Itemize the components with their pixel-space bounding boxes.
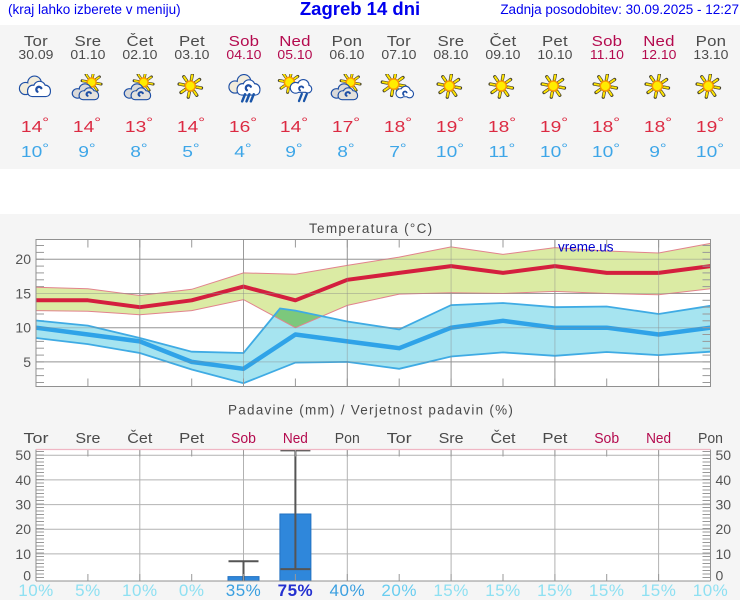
svg-text:10%: 10% bbox=[122, 581, 158, 600]
svg-text:Padavine (mm) / Verjetnost pad: Padavine (mm) / Verjetnost padavin (%) bbox=[228, 403, 514, 418]
svg-text:15%: 15% bbox=[537, 581, 573, 600]
svg-text:Tor: Tor bbox=[387, 430, 412, 447]
svg-text:10: 10 bbox=[716, 546, 732, 562]
svg-text:40: 40 bbox=[716, 472, 732, 488]
svg-text:5%: 5% bbox=[75, 581, 101, 600]
svg-text:Pon: Pon bbox=[335, 430, 360, 447]
svg-text:10: 10 bbox=[15, 320, 31, 336]
svg-text:20: 20 bbox=[15, 521, 31, 537]
svg-text:vreme.us: vreme.us bbox=[558, 240, 614, 255]
svg-text:Čet: Čet bbox=[491, 430, 517, 447]
svg-text:15%: 15% bbox=[485, 581, 521, 600]
svg-text:40: 40 bbox=[15, 472, 31, 488]
svg-text:50: 50 bbox=[15, 447, 31, 463]
svg-text:0: 0 bbox=[716, 568, 724, 584]
svg-text:75%: 75% bbox=[278, 581, 314, 600]
svg-text:Temperatura (°C): Temperatura (°C) bbox=[309, 221, 433, 236]
svg-text:Pet: Pet bbox=[542, 430, 568, 447]
svg-text:35%: 35% bbox=[226, 581, 262, 600]
svg-text:Ned: Ned bbox=[646, 430, 671, 447]
svg-text:Tor: Tor bbox=[24, 430, 49, 447]
svg-text:10%: 10% bbox=[693, 581, 729, 600]
svg-text:Sre: Sre bbox=[439, 430, 464, 447]
svg-text:Sob: Sob bbox=[594, 430, 619, 447]
svg-text:15%: 15% bbox=[641, 581, 677, 600]
svg-text:0: 0 bbox=[23, 568, 31, 584]
svg-text:Sre: Sre bbox=[75, 430, 100, 447]
svg-text:15: 15 bbox=[15, 286, 31, 302]
svg-text:50: 50 bbox=[716, 447, 732, 463]
svg-text:40%: 40% bbox=[330, 581, 366, 600]
svg-text:Pet: Pet bbox=[179, 430, 205, 447]
svg-text:Pon: Pon bbox=[698, 430, 723, 447]
svg-text:30: 30 bbox=[15, 497, 31, 513]
svg-text:20: 20 bbox=[716, 521, 732, 537]
svg-text:20%: 20% bbox=[381, 581, 417, 600]
svg-text:15%: 15% bbox=[589, 581, 625, 600]
svg-text:Ned: Ned bbox=[283, 430, 308, 447]
svg-text:10%: 10% bbox=[18, 581, 54, 600]
svg-text:10: 10 bbox=[15, 546, 31, 562]
svg-text:Čet: Čet bbox=[127, 430, 153, 447]
svg-text:15%: 15% bbox=[433, 581, 469, 600]
svg-text:30: 30 bbox=[716, 497, 732, 513]
svg-text:5: 5 bbox=[23, 354, 31, 370]
svg-text:0%: 0% bbox=[179, 581, 205, 600]
svg-text:Sob: Sob bbox=[231, 430, 256, 447]
svg-text:20: 20 bbox=[15, 251, 31, 267]
